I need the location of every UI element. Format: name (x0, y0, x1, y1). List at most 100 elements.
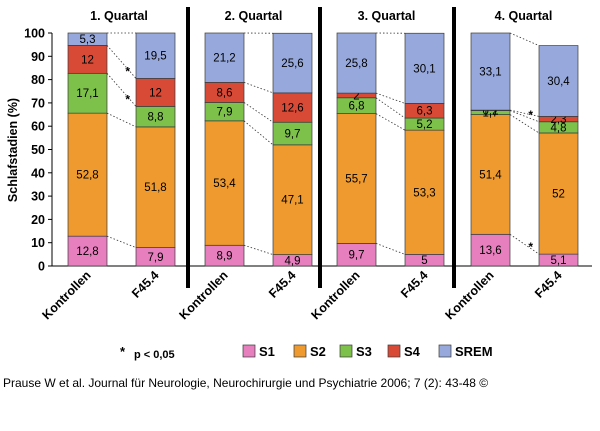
bar-segment-s4 (135, 78, 176, 107)
bar-segment-s1 (470, 233, 511, 267)
legend-label: S4 (404, 344, 421, 359)
data-label: 30,4 (547, 76, 570, 88)
category-label: F45.4 (398, 268, 431, 301)
data-label: 9,7 (285, 129, 301, 141)
data-label: 7,9 (148, 252, 164, 264)
panel-title: 4. Quartal (495, 9, 553, 23)
data-label: 4,8 (551, 122, 567, 134)
bar-segment-srem (404, 32, 445, 104)
data-label: 9,7 (349, 250, 365, 262)
bar-segment-s2 (404, 129, 445, 255)
connector-line (106, 73, 137, 107)
connector-line (375, 97, 406, 119)
connector-line (375, 92, 406, 104)
connector-line (106, 235, 137, 248)
y-tick-label: 90 (31, 50, 45, 64)
connector-line (243, 120, 274, 146)
data-label: 2 (353, 90, 359, 102)
connector-line (509, 114, 540, 134)
data-label: 25,6 (281, 58, 303, 70)
connector-line (243, 102, 274, 123)
bar-segment-srem (204, 32, 245, 83)
data-label: 12 (149, 87, 162, 99)
data-label: 5,2 (417, 119, 433, 131)
data-label: 2,3 (551, 114, 567, 126)
bar-segment-srem (538, 45, 579, 117)
legend-swatch-s4 (387, 344, 401, 358)
connector-line (375, 243, 406, 255)
data-label: 6,3 (417, 106, 433, 118)
connector-line (509, 233, 540, 255)
data-label: 4,9 (285, 255, 301, 267)
panel-separator (186, 7, 190, 288)
data-label: 51,4 (479, 169, 502, 181)
legend-swatch-s2 (293, 344, 307, 358)
data-label: 33,1 (479, 67, 501, 79)
legend-label: S2 (310, 344, 326, 359)
y-tick-label: 10 (31, 236, 45, 250)
bar-segment-s2 (135, 126, 176, 248)
panel-title: 2. Quartal (225, 9, 283, 23)
legend-label: SREM (455, 344, 493, 359)
data-label: 12,8 (76, 246, 98, 258)
significance-star: * (528, 108, 533, 122)
panel-title: 3. Quartal (358, 9, 416, 23)
category-label: Kontrollen (309, 268, 363, 322)
bar-segment-srem (135, 32, 176, 79)
data-label: 53,4 (213, 178, 236, 190)
category-label: Kontrollen (443, 268, 497, 322)
category-label: F45.4 (129, 268, 162, 301)
data-label: 55,7 (345, 174, 367, 186)
sleep-stage-chart: 0 10 20 30 40 50 60 70 80 90 100 Schlafstadien (%) 1… (6, 7, 592, 361)
bar-segment-srem (272, 32, 313, 94)
data-label: 13,6 (479, 245, 501, 257)
y-tick-label: 100 (24, 27, 45, 41)
category-label: F45.4 (266, 268, 299, 301)
bar-segment-s2 (272, 144, 313, 255)
significance-star: * (528, 240, 533, 254)
data-label: 5 (421, 255, 427, 267)
data-label: 5,3 (80, 34, 96, 46)
y-axis-label: Schlafstadien (%) (6, 98, 20, 202)
data-label: 5,1 (551, 255, 567, 267)
legend-swatch-s3 (339, 344, 353, 358)
data-label: 53,3 (413, 187, 435, 199)
connector-line (509, 109, 540, 117)
significance-marker: * (120, 344, 126, 359)
category-label: Kontrollen (40, 268, 94, 322)
legend-label: S3 (356, 344, 372, 359)
significance-star: * (125, 64, 130, 78)
bar-segment-s4 (67, 44, 108, 74)
chart-canvas: 0 10 20 30 40 50 60 70 80 90 100 Schlafstadien (%) 1… (6, 7, 592, 361)
bar-segment-srem (336, 32, 377, 94)
y-tick-label: 70 (31, 96, 45, 110)
data-label: 7,9 (217, 107, 233, 119)
data-label: 52 (552, 189, 565, 201)
data-label: 30,1 (413, 63, 435, 75)
legend-swatch-s1 (242, 344, 256, 358)
significance-star: * (125, 92, 130, 106)
data-label: 19,5 (144, 51, 166, 63)
connector-line (243, 82, 274, 94)
bar-segment-srem (67, 32, 108, 46)
significance-note: p < 0,05 (134, 349, 175, 361)
y-tick-label: 20 (31, 213, 45, 227)
panel-separator (318, 7, 322, 288)
data-label: 12,6 (281, 103, 303, 115)
data-label: 51,8 (144, 182, 166, 194)
data-label: 52,8 (76, 170, 98, 182)
data-label: 17,1 (76, 88, 98, 100)
bar-segment-s2 (470, 114, 511, 235)
y-tick-label: 80 (31, 73, 45, 87)
y-tick-label: 30 (31, 190, 45, 204)
y-tick-label: 40 (31, 166, 45, 180)
bar-segment-s4 (272, 92, 313, 123)
data-label: 12 (81, 54, 94, 66)
category-label: F45.4 (532, 268, 565, 301)
data-label: 47,1 (281, 195, 303, 207)
data-label: 6,8 (349, 101, 365, 113)
data-label: 8,8 (148, 112, 164, 124)
bar-segment-s3 (67, 72, 108, 114)
data-label: 25,8 (345, 58, 367, 70)
panel-title: 1. Quartal (90, 9, 148, 23)
